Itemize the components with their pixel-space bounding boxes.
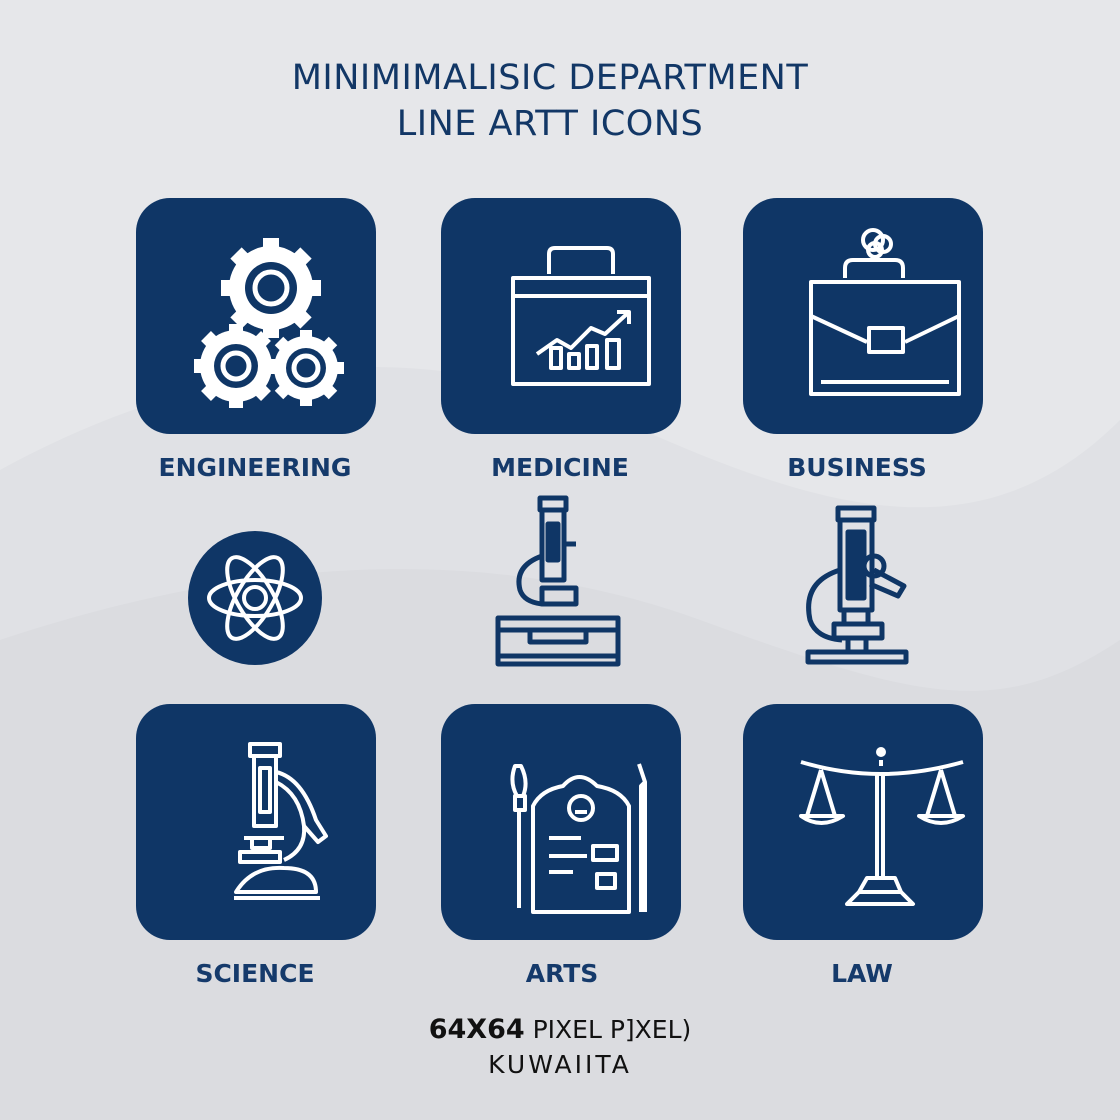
- engineering-label: ENGINEERING: [158, 453, 352, 482]
- medicine-label: MEDICINE: [491, 453, 629, 482]
- footer-author: KUWAIITA: [488, 1050, 632, 1079]
- medicine-tile[interactable]: [441, 198, 681, 434]
- atom-icon: [188, 531, 322, 665]
- business-tile[interactable]: [743, 198, 983, 434]
- microscope-icon: [234, 742, 328, 900]
- science-tile[interactable]: [136, 704, 376, 940]
- arts-label: ARTS: [525, 959, 599, 988]
- title-line-2: LINE ARTT ICONS: [396, 104, 704, 144]
- brush-document-icon: [510, 763, 647, 914]
- gears-icon: [194, 238, 344, 408]
- microscope-bare-2[interactable]: [758, 500, 958, 700]
- atom-badge[interactable]: [155, 498, 355, 698]
- science-label: SCIENCE: [195, 959, 315, 988]
- scales-icon: [799, 747, 965, 906]
- microscope-icon: [495, 495, 621, 667]
- law-label: LAW: [831, 959, 893, 988]
- arts-tile[interactable]: [441, 704, 681, 940]
- footer-size-rest: PIXEL P]XEL): [532, 1015, 692, 1044]
- briefcase-icon: [809, 228, 961, 396]
- footer-size-line: 64X64 PIXEL P]XEL): [0, 1014, 1120, 1045]
- title-line-1: MINIMIMALISIC DEPARTMENT: [291, 58, 809, 98]
- footer-size: 64X64: [428, 1014, 525, 1045]
- business-label: BUSINESS: [787, 453, 927, 482]
- microscope-icon: [805, 505, 909, 665]
- page-title: MINIMIMALISIC DEPARTMENT LINE ARTT ICONS: [0, 55, 1100, 147]
- microscope-bare-1[interactable]: [458, 490, 658, 690]
- law-tile[interactable]: [743, 704, 983, 940]
- engineering-tile[interactable]: [136, 198, 376, 434]
- briefcase-chart-icon: [511, 246, 651, 386]
